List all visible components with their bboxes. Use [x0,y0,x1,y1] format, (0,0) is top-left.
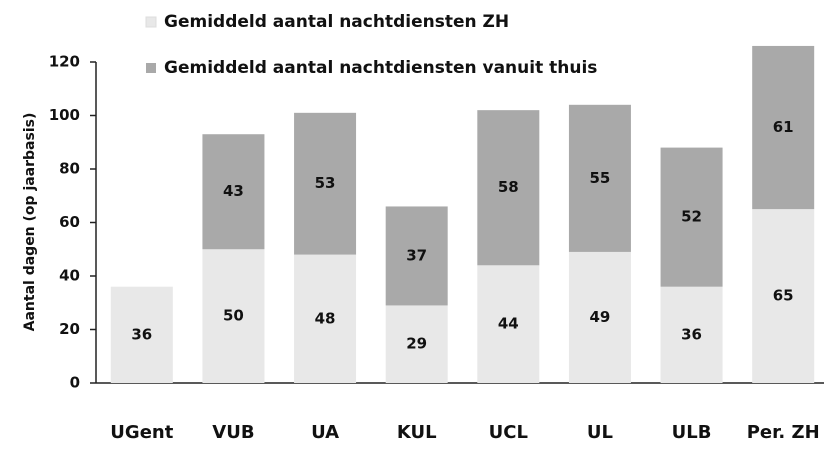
bar-segment [202,134,265,250]
data-label: 65 [773,287,794,305]
bar-segment [477,265,540,383]
x-tick-label: UGent [110,422,173,443]
bar-segment [660,147,723,287]
data-label: 36 [681,325,702,343]
data-label: 50 [223,307,244,325]
x-tick-label: VUB [212,422,254,443]
bar-segment [568,104,631,252]
y-tick-label: 0 [70,374,80,392]
y-tick-label: 100 [49,106,80,124]
x-tick-label: UCL [489,422,528,443]
data-label: 43 [223,182,244,200]
bar-segment [110,286,173,383]
legend-swatch [145,16,157,28]
legend-label: Gemiddeld aantal nachtdiensten vanuit th… [164,58,597,78]
x-tick-label: ULB [672,422,712,443]
data-label: 36 [131,325,152,343]
bar-segment [385,305,448,383]
data-label: 52 [681,208,702,226]
bar-segment [294,254,357,383]
data-label: 37 [406,246,427,264]
x-tick-label: KUL [397,422,437,443]
bar-segment [660,286,723,383]
data-label: 55 [590,169,611,187]
bar-segment [202,249,265,383]
bar-segment [752,209,815,383]
x-tick-label: UA [311,422,339,443]
y-tick-label: 120 [49,53,80,71]
bar-segment [568,251,631,383]
y-tick-label: 60 [59,213,80,231]
data-label: 53 [315,174,336,192]
x-tick-label: Per. ZH [747,422,820,443]
bar-segment [477,110,540,266]
y-tick-label: 40 [59,267,80,285]
data-label: 29 [406,335,427,353]
data-label: 61 [773,118,794,136]
y-axis-label: Aantal dagen (op jaarbasis) [22,113,38,332]
bar-segment [385,206,448,306]
x-tick-label: UL [587,422,613,443]
data-label: 48 [315,309,336,327]
legend-label: Gemiddeld aantal nachtdiensten ZH [164,12,509,32]
data-label: 49 [590,308,611,326]
y-tick-label: 80 [59,160,80,178]
legend-swatch [146,63,156,73]
bar-segment [752,45,815,210]
bar-segment [294,112,357,255]
data-label: 58 [498,178,519,196]
data-label: 44 [498,315,519,333]
y-tick-label: 20 [59,320,80,338]
